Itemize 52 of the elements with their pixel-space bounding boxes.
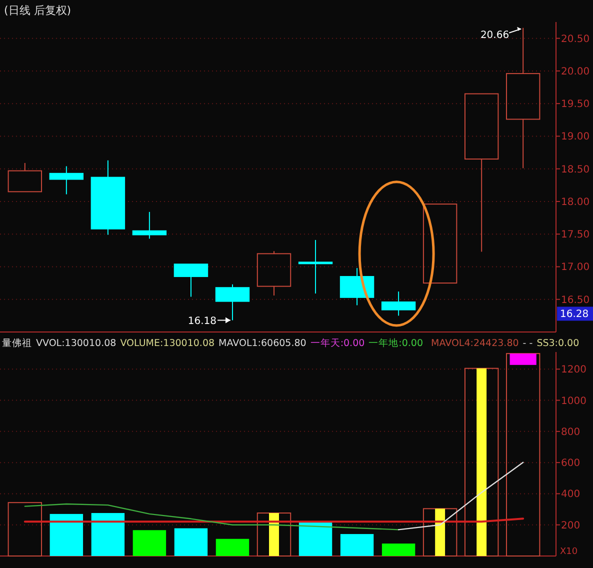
y-tick-label: 17.50 [561, 230, 590, 241]
y-tick-label: 16.50 [561, 294, 590, 306]
bar [50, 514, 84, 556]
bar [174, 528, 208, 556]
text: - - [522, 338, 533, 349]
y-tick-label: 20.00 [561, 66, 590, 78]
y-tick-label: 18.50 [561, 164, 590, 176]
candlestick [49, 166, 84, 195]
chart-title: 量佛祖 [2, 337, 32, 349]
bar [269, 513, 279, 556]
bar [216, 538, 250, 556]
y-tick-label: 600 [561, 458, 580, 470]
bar [91, 513, 125, 556]
line-series [24, 503, 400, 530]
text: 一年天:0.00 [310, 337, 365, 349]
y-tick-label: 20.50 [561, 34, 590, 45]
candlestick [298, 239, 333, 294]
y-tick-label: 18.00 [561, 196, 590, 208]
bar [506, 353, 540, 556]
y-tick-label: 800 [561, 426, 580, 438]
bar [422, 508, 458, 556]
y-tick-label: 19.50 [561, 99, 590, 110]
bar [510, 354, 536, 365]
y-tick-label: 200 [561, 520, 580, 532]
line-series [398, 462, 524, 530]
bar [382, 544, 416, 556]
bar [256, 512, 292, 556]
bar [8, 502, 42, 556]
annotation: 20.66 [480, 30, 510, 41]
annotation: 16.28 [560, 309, 589, 320]
bar [132, 530, 166, 556]
y-tick-label: 17.00 [561, 262, 590, 274]
bar [298, 522, 332, 556]
annotation: 16.18 [188, 316, 216, 327]
bar [476, 368, 487, 556]
y-tick-label: 400 [561, 489, 580, 500]
bar [435, 508, 446, 556]
text: VVOL:130010.08 [36, 338, 116, 349]
text: MAVOL1:60605.80 [218, 338, 306, 349]
text: SS3:0.00 [536, 338, 580, 349]
y-axis-title: X10 [560, 547, 578, 557]
text: VOLUME:130010.08 [120, 338, 215, 349]
y-tick-label: 1000 [561, 396, 586, 407]
y-tick-label: 1200 [561, 364, 586, 376]
chart-title: (日线 后复权) [4, 4, 72, 17]
bar [464, 368, 499, 556]
y-tick-label: 19.00 [561, 132, 590, 143]
text: MAVOL4:24423.80 [431, 338, 519, 349]
text: 一年地:0.00 [368, 337, 424, 349]
bar [340, 534, 374, 556]
candlestick [90, 160, 126, 236]
candlestick [340, 268, 374, 306]
